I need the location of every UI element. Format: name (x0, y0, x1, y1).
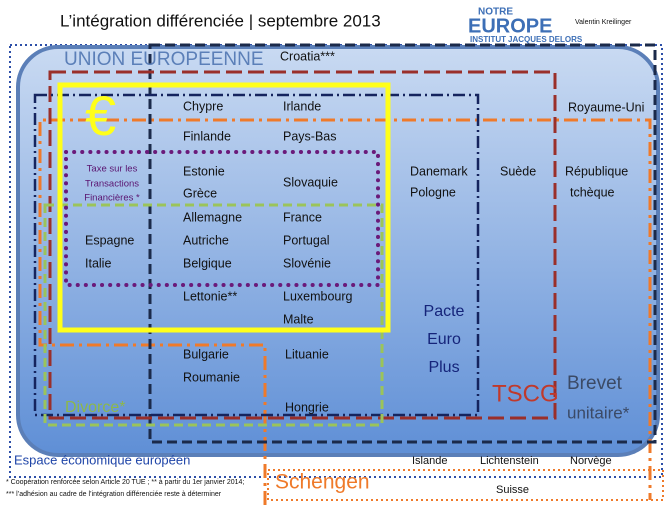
country: Autriche (183, 233, 229, 247)
logo: NOTRE EUROPE INSTITUT JACQUES DELORS (468, 7, 583, 44)
country: Pologne (410, 185, 456, 199)
country: Lituanie (285, 347, 329, 361)
footnote: *** l’adhésion au cadre de l’intégration… (6, 491, 222, 498)
country: Irlande (283, 99, 321, 113)
country: Roumanie (183, 370, 240, 384)
country: Malte (283, 312, 314, 326)
footnote: * Coopération renforcée selon Article 20… (6, 479, 244, 486)
tscg-border (48, 70, 557, 420)
country: Portugal (283, 233, 330, 247)
logo-text: JACQUES DELORS (508, 35, 583, 44)
suisse-border (267, 469, 664, 501)
schengen-border (38, 118, 652, 505)
brevet-label: Brevet (567, 373, 623, 394)
logo-text: NOTRE (478, 7, 513, 18)
country: Luxembourg (283, 289, 353, 303)
pacte-label: Pacte (424, 303, 465, 320)
ttf-label: Taxe sur les (87, 164, 138, 175)
country: Espagne (85, 233, 134, 247)
euro-border (57, 82, 391, 333)
eee-label: Espace économique européen (14, 452, 190, 467)
countries: Croatia*** Royaume-Uni Chypre Irlande Fi… (85, 49, 644, 496)
country: Slovénie (283, 256, 331, 270)
author: Valentin Kreilinger (575, 19, 632, 26)
ttf-label: Transactions (85, 179, 139, 190)
country: Lettonie** (183, 289, 237, 303)
pacte-border (33, 93, 480, 417)
brevet-border (148, 43, 657, 444)
country: France (283, 210, 322, 224)
country: Allemagne (183, 210, 242, 224)
country: Suède (500, 164, 536, 178)
country: Norvège (570, 455, 612, 467)
tscg-label: TSCG (492, 380, 559, 407)
logo-text: INSTITUT (470, 35, 506, 44)
pacte-label: Plus (428, 359, 459, 376)
country: tchèque (570, 185, 615, 199)
country: Belgique (183, 256, 232, 270)
country: Croatia*** (280, 49, 335, 63)
brevet-label: unitaire* (567, 403, 630, 422)
country: Lichtenstein (480, 455, 539, 467)
country: Pays-Bas (283, 129, 337, 143)
country: Estonie (183, 164, 225, 178)
country: Danemark (410, 164, 468, 178)
country: Hongrie (285, 400, 329, 414)
country: République (565, 164, 628, 178)
country: Islande (412, 455, 447, 467)
divorce-border (43, 203, 384, 427)
pacte-label: Euro (427, 331, 461, 348)
union-area (16, 45, 660, 457)
title: L’intégration différenciée | septembre 2… (60, 11, 381, 30)
union-label: UNION EUROPEENNE (64, 49, 264, 70)
country: Grèce (183, 186, 217, 200)
country: Finlande (183, 129, 231, 143)
schengen-label: Schengen (275, 471, 370, 494)
country: Chypre (183, 99, 223, 113)
country: Italie (85, 256, 111, 270)
euro-label: € (85, 84, 116, 147)
country: Royaume-Uni (568, 100, 644, 114)
ttf-border (64, 150, 380, 287)
logo-text: EUROPE (468, 15, 552, 37)
country: Bulgarie (183, 347, 229, 361)
divorce-label: Divorce* (65, 399, 125, 416)
country: Suisse (496, 484, 529, 496)
ttf-label: Financières * (84, 193, 140, 204)
country: Slovaquie (283, 175, 338, 189)
